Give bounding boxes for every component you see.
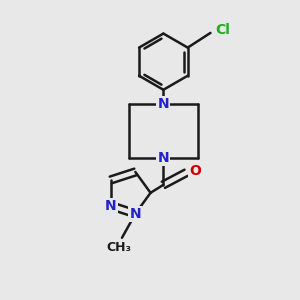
Text: CH₃: CH₃ <box>107 241 132 254</box>
Text: O: O <box>190 164 201 178</box>
Text: N: N <box>158 151 169 165</box>
Text: N: N <box>158 98 169 112</box>
Text: N: N <box>130 207 141 221</box>
Text: N: N <box>105 199 117 213</box>
Text: Cl: Cl <box>215 23 230 37</box>
